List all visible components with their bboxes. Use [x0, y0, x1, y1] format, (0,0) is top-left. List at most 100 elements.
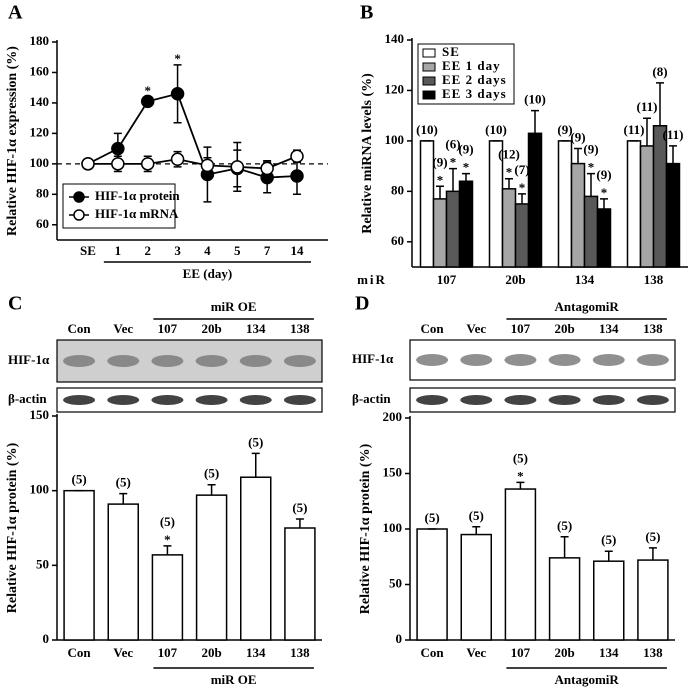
n-label: (9) [596, 167, 611, 182]
error-bar [643, 117, 651, 146]
significance-star: * [588, 160, 595, 175]
x-tick-label: Con [68, 645, 92, 660]
lane-label: 20b [554, 321, 574, 336]
bar [107, 503, 139, 641]
legend-label: HIF-1α protein [95, 188, 180, 203]
blot-band [107, 355, 140, 367]
error-bar [518, 193, 526, 204]
legend-marker [73, 191, 85, 203]
group-label: miR OE [211, 299, 257, 314]
legend-box [62, 183, 176, 229]
lane-label: 107 [158, 321, 178, 336]
blot-band [548, 354, 581, 366]
error-bar [251, 452, 260, 478]
n-label: (5) [248, 434, 263, 449]
n-label: (5) [601, 532, 616, 547]
lane-label: 107 [511, 321, 531, 336]
blot-frame [56, 387, 323, 413]
lane-label: Con [421, 321, 445, 336]
x-tick-label: 4 [204, 243, 211, 258]
point [81, 157, 95, 171]
blot-band [504, 354, 537, 366]
error-bar [207, 483, 216, 496]
n-label: (5) [204, 466, 219, 481]
blot-band [239, 395, 272, 405]
blot-band [592, 395, 625, 405]
x-tick-label: 138 [644, 272, 664, 287]
blot-frame [56, 339, 323, 383]
blot-band [460, 395, 493, 405]
bar [501, 188, 517, 268]
bar [151, 554, 184, 641]
point [140, 157, 155, 171]
panel-letter: C [8, 293, 22, 315]
bar [639, 145, 655, 268]
n-label: (5) [424, 510, 439, 525]
y-tick-label: 60 [391, 233, 404, 248]
y-tick-label: 100 [30, 155, 50, 170]
error-bar [295, 518, 304, 528]
bar [514, 203, 530, 268]
significance-star: * [463, 160, 470, 175]
error-bar [604, 550, 613, 562]
x-tick-label: 138 [290, 645, 310, 660]
blot-band [239, 355, 272, 367]
x-tick-label: 107 [158, 645, 178, 660]
significance-star: * [437, 172, 444, 187]
n-label: (5) [645, 529, 660, 544]
x-tick-label: 7 [264, 243, 271, 258]
blot-band [416, 354, 449, 366]
error-bar [472, 526, 481, 535]
legend-marker [73, 209, 85, 221]
blot-band [151, 395, 184, 405]
bar [570, 162, 586, 268]
significance-star: * [144, 83, 151, 98]
bar [445, 190, 461, 268]
n-label: (5) [116, 475, 131, 490]
point [290, 149, 304, 163]
error-bar [648, 547, 657, 561]
n-label: (5) [557, 518, 572, 533]
n-label: (11) [637, 99, 658, 114]
point [290, 169, 304, 183]
y-tick-label: 100 [30, 482, 50, 497]
error-bar [531, 109, 539, 134]
bar [458, 180, 474, 268]
significance-star: * [450, 155, 457, 170]
group-label: AntagomiR [555, 299, 620, 314]
blot-frame [409, 387, 676, 413]
blot-band [283, 355, 316, 367]
legend-label: EE 2 days [442, 72, 507, 87]
panel-letter: D [355, 293, 369, 315]
legend-label: EE 1 day [442, 58, 501, 73]
bar [432, 198, 448, 268]
n-label: (6) [445, 137, 460, 152]
legend-swatch [422, 48, 436, 58]
x-tick-label: Con [421, 645, 445, 660]
significance-star: * [517, 468, 524, 483]
n-label: (7) [514, 162, 529, 177]
y-axis-label: Relative HIF-1α protein (%) [358, 443, 373, 614]
y-tick-label: 60 [36, 216, 49, 231]
n-label: (5) [71, 472, 86, 487]
error-bar [516, 481, 525, 490]
n-label: (5) [292, 500, 307, 515]
significance-star: * [506, 165, 513, 180]
bar [460, 533, 492, 641]
x-tick-label: 2 [144, 243, 151, 258]
y-tick-label: 80 [36, 185, 49, 200]
bar [527, 132, 543, 268]
error-bar [560, 536, 569, 558]
bar [63, 489, 95, 641]
panel-letter: B [360, 2, 373, 24]
y-tick-label: 80 [391, 182, 404, 197]
n-label: (9) [557, 122, 572, 137]
y-tick-label: 150 [30, 407, 50, 422]
blot-band [636, 354, 669, 366]
point [200, 158, 215, 173]
error-bar [449, 167, 457, 192]
significance-star: * [164, 532, 171, 547]
error-bar [119, 492, 128, 505]
legend-swatch [422, 76, 436, 86]
